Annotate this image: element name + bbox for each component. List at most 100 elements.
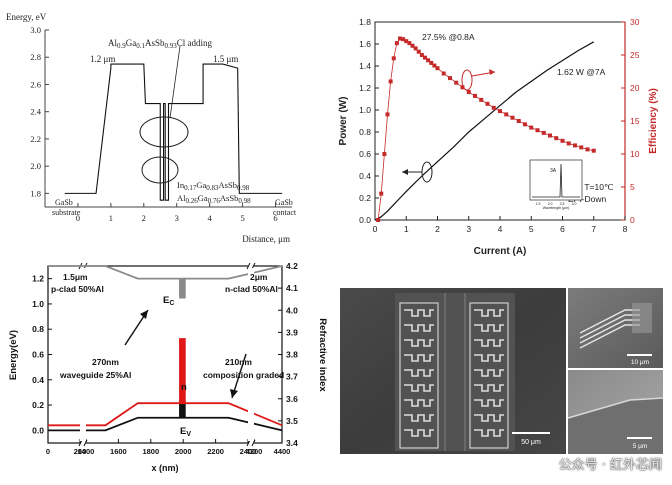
p2-efficiency-point xyxy=(413,46,418,51)
p3-y2-tick-label: 3.4 xyxy=(286,438,298,448)
p2-efficiency-point xyxy=(485,101,490,106)
sem-main-scale-label: 50 μm xyxy=(521,439,541,446)
p3-x-tick-label: 200 xyxy=(74,447,87,456)
sem-serpentine-segment xyxy=(474,429,504,437)
sem-serpentine-segment xyxy=(404,414,434,422)
sem-serpentine-segment xyxy=(404,399,434,407)
p2-inset-tick-label: 1.5 xyxy=(536,202,541,206)
p3-n-label: n xyxy=(181,382,187,393)
p2-eff-ellipse xyxy=(461,69,473,91)
p2-x-tick-label: 1 xyxy=(404,224,409,234)
p2-efficiency-point xyxy=(419,53,424,57)
p2-eff-arrowhead xyxy=(489,69,495,75)
p2-efficiency-point xyxy=(591,148,596,153)
power-efficiency-chart: 0.00.20.40.60.81.01.21.41.61.80510152025… xyxy=(338,17,659,257)
energy-index-chart: 0.0 0.2 0.4 0.6 0.8 1.0 1.2 3.4 3.5 3.6 3.7 3.8 3.9 4… xyxy=(8,261,328,473)
p2-efficiency-point xyxy=(385,112,390,117)
band-diagram-chart: 1.8 2.0 2.2 2.4 2.6 2.8 3.0 0 1 2 3 4 5 6 Energy, eV Di… xyxy=(6,12,297,244)
p2-efficiency-point xyxy=(466,89,471,94)
p3-x-tick-label: 2000 xyxy=(175,447,192,456)
p2-efficiency-point xyxy=(410,43,415,48)
p1-y-tick-label: 2.2 xyxy=(30,134,41,144)
p2-efficiency-point xyxy=(585,147,590,152)
p2-x-tick-label: 6 xyxy=(560,224,565,234)
p3-y2-tick-label: 3.7 xyxy=(286,372,298,382)
p2-efficiency-point xyxy=(426,58,431,63)
sem-top-scale-label: 10 μm xyxy=(631,359,649,366)
p2-x-tick-label: 0 xyxy=(373,224,378,234)
sem-serpentine-segment xyxy=(404,354,434,362)
p2-y-tick-label: 0.8 xyxy=(359,127,371,137)
p3-y-tick-label: 0.4 xyxy=(32,375,44,385)
p1-y-tick-label: 2.8 xyxy=(30,52,41,62)
p2-inset-tick-label: 3.0 xyxy=(572,202,577,206)
p2-power-arrowhead xyxy=(402,169,408,175)
p1-qw-label: In0.17Ga0.83AsSb0.98 xyxy=(177,180,250,192)
p3-y-tick-label: 0.2 xyxy=(32,400,44,410)
p3-y-tick-label: 1.0 xyxy=(32,299,44,309)
sem-serpentine-segment xyxy=(474,399,504,407)
p2-x-tick-label: 4 xyxy=(498,224,503,234)
p1-y-axis-label: Energy, eV xyxy=(6,12,47,22)
sem-serpentine-segment xyxy=(474,339,504,347)
p1-x-tick-label: 3 xyxy=(175,213,179,223)
p2-efficiency-point xyxy=(382,152,387,156)
sem-serpentine-segment xyxy=(474,384,504,392)
p2-efficiency-point xyxy=(573,143,577,148)
p3-y-tick-label: 0.6 xyxy=(32,350,44,360)
p3-graded-desc: composition graded xyxy=(203,370,284,380)
p3-y2-tick-label: 4.2 xyxy=(286,261,298,271)
p3-x-tick-label: 1800 xyxy=(142,447,159,456)
p1-band-line xyxy=(64,63,283,201)
p3-waveguide-thickness: 270nm xyxy=(92,357,119,367)
sem-serpentine-segment xyxy=(404,429,434,437)
p2-efficiency-point xyxy=(516,119,521,123)
p2-efficiency-point xyxy=(379,191,384,196)
p2-efficiency-point xyxy=(429,60,434,65)
p1-x-tick-label: 1 xyxy=(109,213,113,223)
p2-y2-tick-label: 25 xyxy=(630,50,640,60)
p3-y2-axis-label: Refractive index xyxy=(317,318,328,392)
p1-y-tick-label: 2.4 xyxy=(30,107,41,117)
p2-efficiency-point xyxy=(441,71,446,76)
p3-curve-break xyxy=(80,268,86,441)
p2-efficiency-point xyxy=(401,37,406,42)
p2-y-tick-label: 1.2 xyxy=(359,83,371,93)
p2-y2-axis-label: Efficiency (%) xyxy=(648,88,659,154)
p3-break-gap xyxy=(248,264,254,268)
p1-top-label: Al0.9Ga0.1AsSb0.93Cl adding xyxy=(108,38,213,50)
p2-efficiency-point xyxy=(523,122,527,127)
p2-efficiency-point xyxy=(432,63,437,68)
p1-substrate-role: substrate xyxy=(52,208,81,217)
p2-efficiency-point xyxy=(579,145,584,150)
p1-y-tick-label: 2.6 xyxy=(30,79,41,89)
p3-x-tick-label: 4400 xyxy=(274,447,291,456)
p2-efficiency-point xyxy=(529,125,534,130)
p2-x-tick-label: 2 xyxy=(435,224,440,234)
p2-x-axis-label: Current (A) xyxy=(474,246,527,257)
p2-efficiency-point xyxy=(398,36,402,41)
p1-pointer-line xyxy=(169,45,181,119)
p2-inset-label: 3A xyxy=(550,168,557,174)
p2-efficiency-point xyxy=(407,41,412,46)
p2-efficiency-point xyxy=(394,41,399,46)
p3-y2-tick-label: 3.5 xyxy=(286,416,298,426)
p2-y2-tick-label: 30 xyxy=(630,17,640,27)
sem-serpentine-segment xyxy=(474,309,504,317)
p2-efficiency-point xyxy=(435,66,440,71)
p2-efficiency-point xyxy=(566,141,571,146)
p2-condition-2: EPI-Down xyxy=(568,194,607,204)
p2-inset-frame xyxy=(529,159,583,201)
p2-y-tick-label: 0.6 xyxy=(359,149,371,159)
p3-graded-thickness: 210nm xyxy=(225,357,252,367)
sem-serpentine-segment xyxy=(474,414,504,422)
p2-efficiency-point xyxy=(388,79,393,84)
p3-y2-tick-label: 3.8 xyxy=(286,350,298,360)
sem-serpentine-segment xyxy=(404,369,434,377)
p2-efficiency-point xyxy=(498,109,502,114)
p2-y-tick-label: 1.0 xyxy=(359,105,371,115)
p2-y-tick-label: 0.0 xyxy=(359,215,371,225)
p2-efficiency-point xyxy=(504,112,509,117)
p1-x-tick-label: 6 xyxy=(273,213,277,223)
p3-x-tick-label: 1400 xyxy=(78,447,95,456)
